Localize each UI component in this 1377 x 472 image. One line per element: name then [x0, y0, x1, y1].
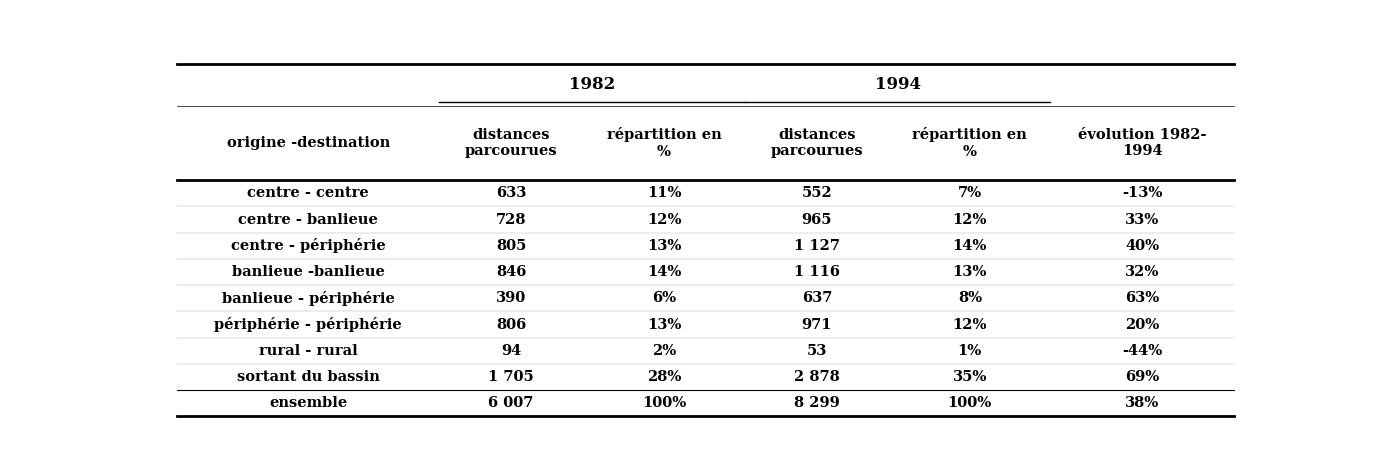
Text: -13%: -13% [1122, 186, 1162, 200]
Text: 1994: 1994 [874, 76, 921, 93]
Text: -44%: -44% [1122, 344, 1162, 358]
Text: 971: 971 [801, 318, 832, 331]
Text: répartition en
%: répartition en % [607, 127, 722, 159]
Text: 38%: 38% [1125, 396, 1159, 410]
Text: 32%: 32% [1125, 265, 1159, 279]
Text: 1 116: 1 116 [795, 265, 840, 279]
Text: 11%: 11% [647, 186, 682, 200]
Text: 552: 552 [801, 186, 832, 200]
Text: centre - banlieue: centre - banlieue [238, 212, 379, 227]
Text: 1%: 1% [958, 344, 982, 358]
Text: 1 705: 1 705 [489, 370, 534, 384]
Text: centre - centre: centre - centre [248, 186, 369, 200]
Text: 69%: 69% [1125, 370, 1159, 384]
Text: distances
parcourues: distances parcourues [465, 128, 558, 158]
Text: 7%: 7% [958, 186, 982, 200]
Text: 13%: 13% [953, 265, 987, 279]
Text: 6%: 6% [651, 291, 676, 305]
Text: 13%: 13% [647, 239, 682, 253]
Text: 805: 805 [496, 239, 526, 253]
Text: 6 007: 6 007 [489, 396, 534, 410]
Text: 100%: 100% [947, 396, 991, 410]
Text: 100%: 100% [642, 396, 686, 410]
Text: 633: 633 [496, 186, 526, 200]
Text: centre - périphérie: centre - périphérie [231, 238, 386, 253]
Text: 12%: 12% [953, 318, 987, 331]
Text: sortant du bassin: sortant du bassin [237, 370, 380, 384]
Text: 390: 390 [496, 291, 526, 305]
Text: 40%: 40% [1125, 239, 1159, 253]
Text: 63%: 63% [1125, 291, 1159, 305]
Text: 846: 846 [496, 265, 526, 279]
Text: 13%: 13% [647, 318, 682, 331]
Text: répartition en
%: répartition en % [913, 127, 1027, 159]
Text: 2%: 2% [651, 344, 676, 358]
Text: 28%: 28% [647, 370, 682, 384]
Text: 1982: 1982 [569, 76, 616, 93]
Text: banlieue -banlieue: banlieue -banlieue [231, 265, 384, 279]
Text: ensemble: ensemble [269, 396, 347, 410]
Text: 1 127: 1 127 [795, 239, 840, 253]
Text: 14%: 14% [647, 265, 682, 279]
Text: 94: 94 [501, 344, 522, 358]
Text: 965: 965 [801, 212, 832, 227]
Text: 35%: 35% [953, 370, 987, 384]
Text: 33%: 33% [1125, 212, 1159, 227]
Text: périphérie - périphérie: périphérie - périphérie [215, 317, 402, 332]
Text: évolution 1982-
1994: évolution 1982- 1994 [1078, 128, 1206, 158]
Text: 637: 637 [801, 291, 832, 305]
Text: banlieue - périphérie: banlieue - périphérie [222, 291, 395, 306]
Text: 2 878: 2 878 [795, 370, 840, 384]
Text: rural - rural: rural - rural [259, 344, 358, 358]
Text: 14%: 14% [953, 239, 987, 253]
Text: 20%: 20% [1125, 318, 1159, 331]
Text: origine -destination: origine -destination [226, 136, 390, 150]
Text: 12%: 12% [647, 212, 682, 227]
Text: distances
parcourues: distances parcourues [771, 128, 863, 158]
Text: 728: 728 [496, 212, 526, 227]
Text: 8 299: 8 299 [795, 396, 840, 410]
Text: 12%: 12% [953, 212, 987, 227]
Text: 8%: 8% [958, 291, 982, 305]
Text: 53: 53 [807, 344, 828, 358]
Text: 806: 806 [496, 318, 526, 331]
